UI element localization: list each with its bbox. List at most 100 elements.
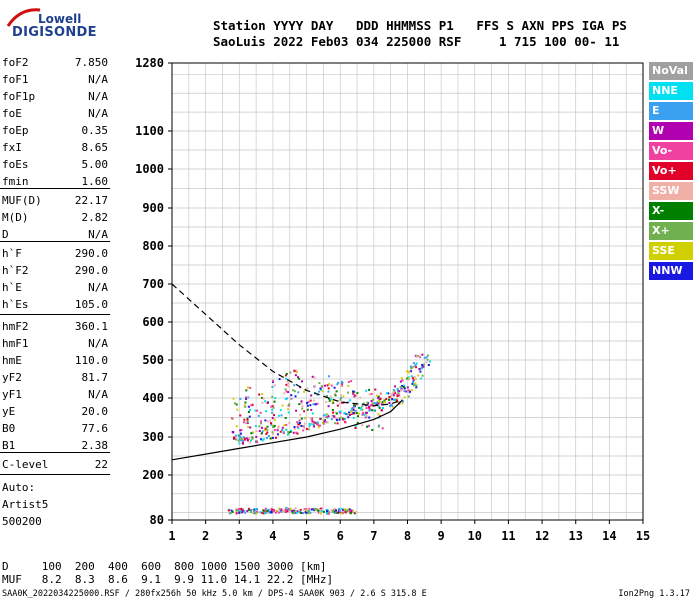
echo-point: [271, 405, 274, 408]
echo-point: [294, 395, 297, 398]
echo-point: [246, 439, 249, 442]
echo-point: [273, 418, 276, 421]
echo-point: [330, 508, 333, 511]
echo-point: [378, 406, 381, 409]
echo-point: [273, 414, 276, 417]
echo-point: [260, 396, 263, 399]
echo-point: [236, 408, 239, 411]
echo-point: [347, 385, 350, 388]
echo-point: [393, 390, 396, 393]
echo-point: [415, 366, 418, 369]
echo-point: [296, 376, 299, 379]
echo-point: [319, 507, 322, 510]
param-value: 81.7: [81, 371, 109, 384]
echo-point: [329, 395, 332, 398]
echo-point: [303, 426, 306, 429]
echo-point: [324, 413, 327, 416]
echo-point: [295, 409, 298, 412]
echo-point: [352, 408, 355, 411]
echo-point: [347, 391, 350, 394]
echo-point: [415, 386, 418, 389]
echo-point: [319, 509, 322, 512]
echo-point: [249, 386, 252, 389]
echo-point: [248, 415, 251, 418]
muf-value-row: MUF 8.2 8.3 8.6 9.1 9.9 11.0 14.1 22.2 […: [2, 573, 334, 586]
echo-point: [406, 370, 409, 373]
echo-point: [266, 425, 269, 428]
echo-point: [305, 509, 308, 512]
echo-point: [369, 408, 372, 411]
echo-point: [271, 436, 274, 439]
echo-point: [245, 437, 248, 440]
echo-point: [425, 356, 428, 359]
param-row-yf1: yF1 N/A: [2, 388, 108, 405]
param-name: D: [2, 228, 9, 241]
param-name: h`F: [2, 247, 22, 260]
param-row-d: D N/A: [2, 228, 108, 245]
echo-point: [332, 401, 335, 404]
echo-point: [368, 393, 371, 396]
param-row-clevel: C-level 22: [2, 458, 108, 475]
echo-point: [362, 402, 365, 405]
x-tick-label: 10: [468, 529, 482, 543]
echo-point: [326, 510, 329, 513]
echo-point: [312, 403, 315, 406]
echo-point: [308, 512, 311, 515]
echo-point: [272, 406, 275, 409]
echo-point: [377, 396, 380, 399]
auto-label: Auto:: [2, 481, 36, 494]
echo-point: [317, 424, 320, 427]
echo-point: [331, 409, 334, 412]
echo-point: [244, 511, 247, 514]
echo-point: [267, 508, 270, 511]
param-separator: [0, 314, 110, 315]
echo-point: [346, 508, 349, 511]
echo-point: [286, 380, 289, 383]
echo-point: [379, 398, 382, 401]
echo-point: [290, 429, 293, 432]
param-row-md: M(D) 2.82: [2, 211, 108, 228]
param-value: 2.38: [81, 439, 109, 452]
auto-code: 500200: [2, 515, 42, 528]
echo-point: [255, 512, 258, 515]
muf-distance-row: D 100 200 400 600 800 1000 1500 3000 [km…: [2, 560, 327, 573]
echo-point: [295, 431, 298, 434]
echo-point: [375, 394, 378, 397]
echo-point: [407, 377, 410, 380]
echo-point: [340, 416, 343, 419]
x-tick-label: 14: [602, 529, 616, 543]
curve-profile-solid: [171, 399, 403, 461]
ionogram-chart: 1 2 3 4 5 6 7 8 9 10 11 12 13 14 158020030040050060070…: [135, 56, 650, 543]
echo-point: [334, 411, 337, 414]
echo-point: [426, 354, 429, 357]
x-tick-label: 3: [236, 529, 243, 543]
echo-point: [410, 389, 413, 392]
echo-point: [296, 510, 299, 513]
echo-point: [265, 432, 268, 435]
echo-point: [271, 395, 274, 398]
echo-point: [354, 409, 357, 412]
echo-point: [358, 412, 361, 415]
echo-point: [412, 379, 415, 382]
echo-point: [332, 411, 335, 414]
y-tick-label: 80: [150, 513, 164, 527]
echo-point: [298, 403, 301, 406]
echo-point: [343, 418, 346, 421]
echo-point: [260, 438, 263, 441]
echo-point: [380, 403, 383, 406]
echo-point: [348, 508, 351, 511]
echo-point: [272, 510, 275, 513]
echo-point: [229, 512, 232, 515]
echo-point: [248, 509, 251, 512]
echo-point: [249, 426, 252, 429]
echo-point: [336, 422, 339, 425]
echo-point: [277, 425, 280, 428]
echo-point: [368, 424, 371, 427]
echo-point: [341, 509, 344, 512]
echo-point: [274, 511, 277, 514]
echo-point: [409, 365, 412, 368]
echo-point: [326, 413, 329, 416]
param-name: foEp: [2, 124, 29, 137]
echo-point: [319, 387, 322, 390]
echo-point: [319, 424, 322, 427]
